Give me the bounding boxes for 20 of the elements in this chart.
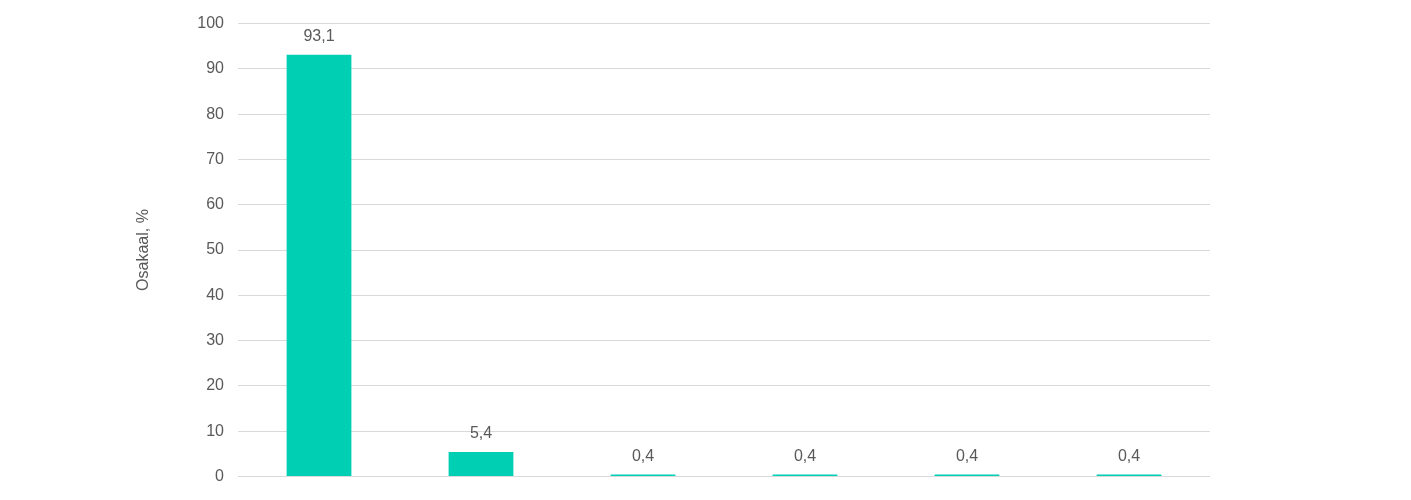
data-label: 0,4 bbox=[1117, 447, 1141, 464]
bar bbox=[286, 54, 352, 476]
data-label: 0,4 bbox=[631, 447, 655, 464]
y-tick-label: 40 bbox=[206, 285, 225, 303]
data-label: 0,4 bbox=[793, 447, 817, 464]
y-tick-label: 90 bbox=[206, 59, 225, 77]
y-tick-label: 80 bbox=[206, 104, 225, 122]
y-tick-label: 70 bbox=[206, 149, 225, 167]
y-tick-label: 30 bbox=[206, 330, 225, 348]
y-axis-title: Osakaal, % bbox=[134, 209, 152, 291]
y-tick-label: 60 bbox=[206, 195, 225, 213]
data-label: 0,4 bbox=[955, 447, 979, 464]
y-tick-label: 0 bbox=[215, 466, 225, 484]
y-tick-label: 100 bbox=[197, 14, 225, 32]
y-tick-label: 20 bbox=[206, 376, 225, 394]
data-label: 93,1 bbox=[303, 27, 335, 45]
bar bbox=[448, 451, 514, 476]
y-tick-label: 50 bbox=[206, 240, 225, 258]
data-label: 5,4 bbox=[469, 424, 493, 442]
y-tick-label: 10 bbox=[206, 421, 225, 439]
